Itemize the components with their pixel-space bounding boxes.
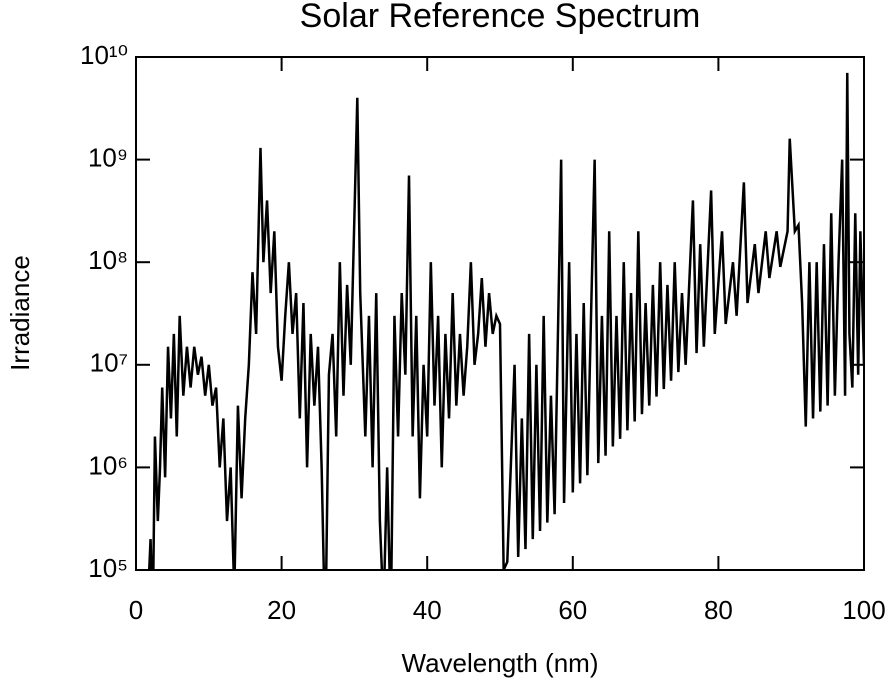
plot-frame — [135, 56, 865, 571]
x-tick-label: 20 — [267, 595, 296, 625]
y-tick-label: 10⁷ — [90, 348, 128, 378]
y-tick-label: 10⁵ — [88, 553, 128, 583]
x-tick-label: 0 — [129, 595, 143, 625]
x-tick-label: 80 — [704, 595, 733, 625]
ticks: 0 20 40 60 80 100 10⁵ 10⁶ 10⁷ 10⁸ 10⁹ 10¹⁰ — [80, 40, 886, 625]
spectrum-line — [147, 72, 864, 570]
y-tick-label: 10⁹ — [88, 142, 128, 172]
x-axis-label: Wavelength (nm) — [402, 648, 599, 678]
y-axis-label: Irradiance — [5, 255, 35, 371]
chart-title: Solar Reference Spectrum — [300, 0, 701, 35]
y-tick-label: 10¹⁰ — [80, 40, 128, 70]
plot-area — [147, 72, 864, 570]
y-tick-label: 10⁸ — [88, 245, 128, 275]
x-tick-label: 40 — [413, 595, 442, 625]
x-tick-label: 60 — [558, 595, 587, 625]
x-tick-label: 100 — [842, 595, 885, 625]
y-tick-label: 10⁶ — [88, 450, 128, 480]
